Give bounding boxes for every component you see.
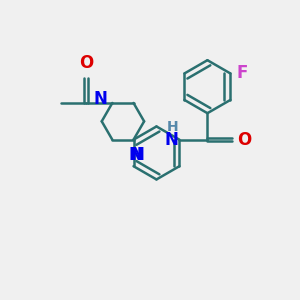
Text: N: N — [164, 131, 178, 149]
Text: F: F — [237, 64, 248, 82]
Text: N: N — [128, 146, 142, 164]
Text: N: N — [93, 90, 107, 108]
Text: O: O — [79, 54, 93, 72]
Text: N: N — [130, 146, 144, 164]
Text: O: O — [237, 131, 251, 149]
Text: H: H — [166, 120, 178, 134]
